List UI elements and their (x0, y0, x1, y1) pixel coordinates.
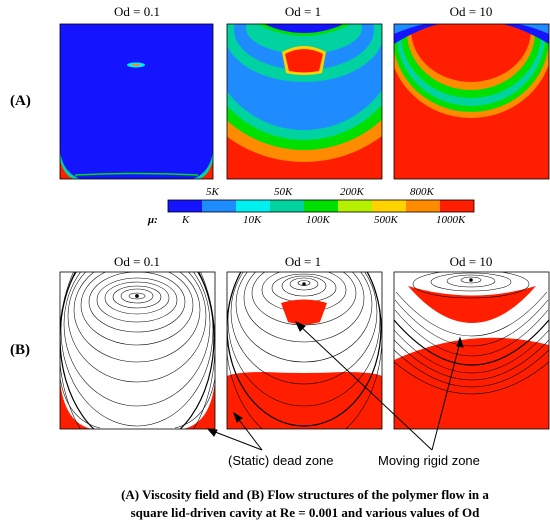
colorbar-swatch-7 (406, 200, 440, 212)
colorbar-top-label-3: 800K (410, 186, 434, 198)
streamlines-od-1 (227, 272, 382, 429)
panel-b-title-1: Od = 0.1 (114, 254, 160, 269)
panel-a-title-1: Od = 0.1 (114, 4, 160, 19)
colorbar-swatch-1 (202, 200, 236, 212)
streamlines-od-10 (394, 272, 549, 429)
viscosity-map-od-0-1 (60, 24, 213, 179)
colorbar-top-label-0: 5K (206, 186, 219, 198)
colorbar-swatch-5 (338, 200, 372, 212)
colorbar (167, 199, 475, 213)
panel-a-letter: (A) (10, 93, 31, 109)
viscosity-map-od-1 (227, 24, 382, 179)
figure-caption-line-2: square lid-driven cavity at Re = 0.001 a… (130, 505, 480, 520)
colorbar-top-label-2: 200K (340, 186, 364, 198)
colorbar-bottom-label-4: 1000K (436, 214, 466, 226)
colorbar-bottom-label-3: 500K (374, 214, 398, 226)
colorbar-bottom-label-0: K (182, 214, 190, 226)
streamlines-od-0-1 (60, 272, 215, 429)
colorbar-swatch-0 (168, 200, 202, 212)
colorbar-symbol: μ: (148, 214, 158, 226)
viscosity-map-od-10 (394, 24, 549, 179)
panel-b-title-3: Od = 10 (449, 254, 493, 269)
colorbar-swatch-8 (440, 200, 474, 212)
colorbar-swatch-2 (236, 200, 270, 212)
rigid-zone-label: Moving rigid zone (378, 453, 480, 468)
panel-b-title-2: Od = 1 (284, 254, 322, 269)
dead-zone-label: (Static) dead zone (228, 453, 334, 468)
colorbar-swatch-3 (270, 200, 304, 212)
colorbar-top-label-1: 50K (274, 186, 293, 198)
colorbar-swatch-6 (372, 200, 406, 212)
panel-b-letter: (B) (10, 342, 30, 358)
colorbar-bottom-label-2: 100K (306, 214, 330, 226)
panel-a-title-2: Od = 1 (284, 4, 322, 19)
figure-caption-line-1: (A) Viscosity field and (B) Flow structu… (121, 487, 489, 502)
colorbar-bottom-label-1: 10K (243, 214, 262, 226)
colorbar-swatch-4 (304, 200, 338, 212)
callout-arrows (206, 321, 464, 451)
panel-a-title-3: Od = 10 (449, 4, 493, 19)
